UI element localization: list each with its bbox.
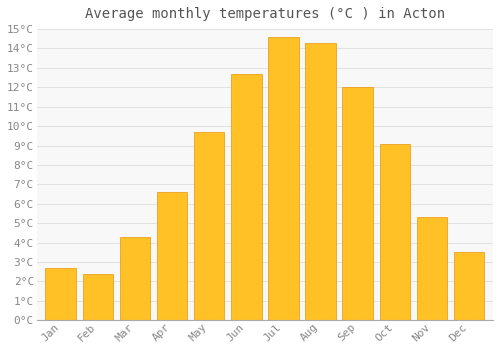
- Bar: [157, 192, 188, 320]
- Bar: [82, 274, 113, 320]
- Bar: [231, 74, 262, 320]
- Bar: [120, 237, 150, 320]
- Bar: [342, 87, 373, 320]
- Bar: [46, 268, 76, 320]
- Bar: [454, 252, 484, 320]
- Bar: [194, 132, 224, 320]
- Bar: [268, 37, 298, 320]
- Bar: [380, 144, 410, 320]
- Bar: [416, 217, 447, 320]
- Title: Average monthly temperatures (°C ) in Acton: Average monthly temperatures (°C ) in Ac…: [85, 7, 445, 21]
- Bar: [306, 43, 336, 320]
